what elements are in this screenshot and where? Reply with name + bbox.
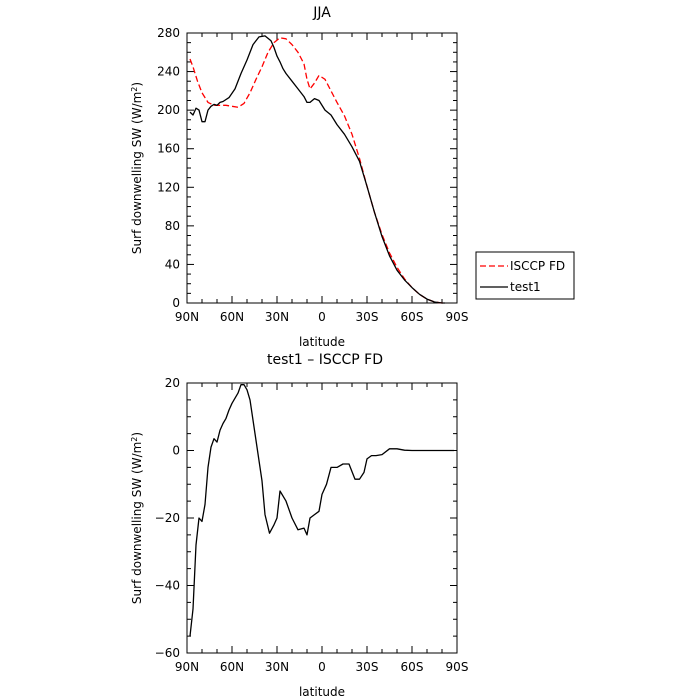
y-tick-label: 0 — [172, 444, 180, 458]
x-tick-label: 60N — [220, 660, 244, 674]
x-tick-label: 90N — [175, 310, 199, 324]
y-tick-label: 120 — [157, 180, 180, 194]
series-layer — [189, 384, 454, 637]
y-tick-label: 80 — [165, 219, 180, 233]
y-tick-label: −60 — [155, 646, 180, 660]
x-tick-label: 30S — [356, 660, 379, 674]
plot-frame — [186, 32, 458, 304]
x-tick-label: 0 — [318, 660, 326, 674]
y-tick-labels: −60 −40 −20 0 20 — [155, 376, 180, 660]
y-tick-marks — [187, 32, 457, 304]
series-line-test1 — [189, 35, 445, 304]
x-tick-label: 60N — [220, 310, 244, 324]
x-tick-marks — [186, 383, 458, 653]
y-tick-labels: 0 40 80 120 160 200 240 280 — [157, 26, 180, 310]
x-tick-label: 90S — [446, 310, 469, 324]
series-layer — [189, 35, 445, 304]
legend-label-isccp-fd: ISCCP FD — [510, 259, 565, 273]
y-tick-label: 0 — [172, 296, 180, 310]
x-tick-label: 30N — [265, 660, 289, 674]
panel-title: test1 – ISCCP FD — [267, 352, 383, 368]
y-tick-label: −20 — [155, 511, 180, 525]
y-tick-label: 20 — [165, 376, 180, 390]
x-tick-label: 60S — [401, 310, 424, 324]
y-tick-marks — [187, 382, 457, 654]
x-tick-labels: 90N 60N 30N 0 30S 60S 90S — [175, 660, 469, 674]
legend: ISCCP FD test1 — [475, 251, 575, 300]
x-tick-label: 90N — [175, 660, 199, 674]
x-tick-label: 60S — [401, 660, 424, 674]
y-tick-label: 240 — [157, 65, 180, 79]
legend-label-test1: test1 — [510, 280, 541, 294]
series-line-difference — [189, 384, 454, 637]
y-tick-label: 40 — [165, 257, 180, 271]
legend-box — [475, 251, 575, 300]
x-tick-label: 30S — [356, 310, 379, 324]
y-tick-label: 200 — [157, 103, 180, 117]
series-line-isccp-fd — [189, 37, 445, 304]
x-tick-marks — [186, 33, 458, 303]
y-axis-title: Surf downwelling SW (W/m2) — [130, 82, 144, 254]
x-tick-label: 90S — [446, 660, 469, 674]
x-tick-label: 0 — [318, 310, 326, 324]
panel-difference: test1 – ISCCP FD −60 −40 −20 0 20 90N 60N 30N 0… — [130, 352, 468, 699]
x-axis-title: latitude — [299, 685, 345, 699]
y-tick-label: 280 — [157, 26, 180, 40]
x-tick-labels: 90N 60N 30N 0 30S 60S 90S — [175, 310, 469, 324]
y-tick-label: 160 — [157, 142, 180, 156]
x-tick-label: 30N — [265, 310, 289, 324]
panel-title: JJA — [312, 5, 331, 21]
x-axis-title: latitude — [299, 335, 345, 349]
plot-frame — [186, 382, 458, 654]
y-axis-title: Surf downwelling SW (W/m2) — [130, 432, 144, 604]
panel-jja: JJA 0 40 80 120 160 200 240 280 90N 60N 30N 0 30S 60… — [130, 5, 575, 349]
y-tick-label: −40 — [155, 579, 180, 593]
